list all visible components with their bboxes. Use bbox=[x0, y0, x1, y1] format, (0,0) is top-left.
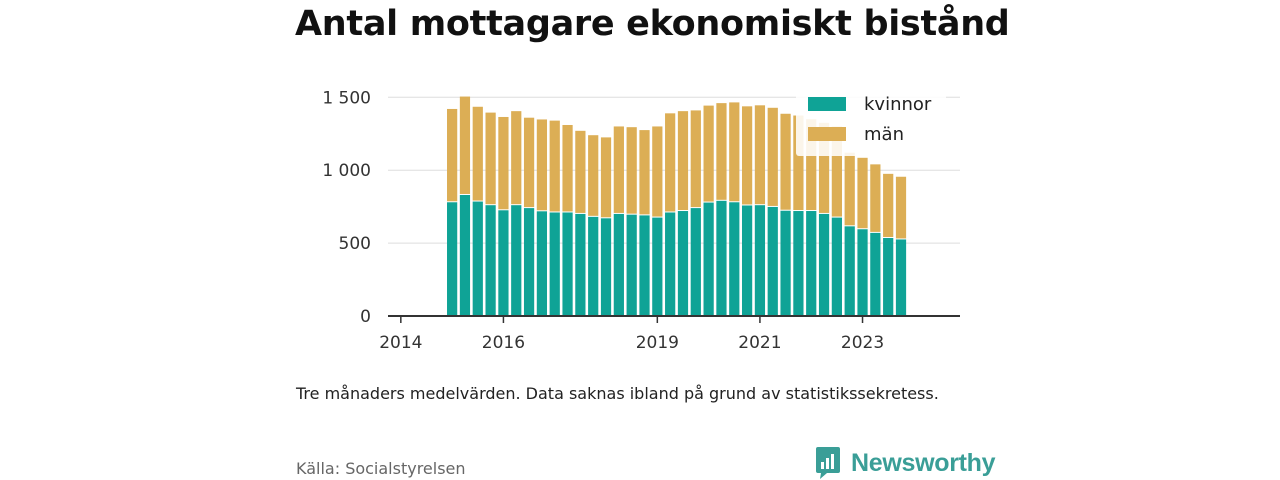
bar-kvinnor bbox=[883, 237, 894, 316]
newsworthy-logo-icon bbox=[816, 447, 840, 479]
bar-kvinnor bbox=[588, 216, 599, 316]
bar-man bbox=[883, 173, 894, 237]
bar-kvinnor bbox=[857, 229, 868, 316]
bar-man bbox=[754, 105, 766, 205]
bar-kvinnor bbox=[600, 218, 612, 316]
bar-man bbox=[523, 117, 535, 208]
bar-kvinnor bbox=[741, 205, 753, 316]
bar-man bbox=[895, 176, 907, 239]
bar-man bbox=[780, 113, 791, 210]
bar-man bbox=[562, 124, 573, 212]
bar-kvinnor bbox=[447, 202, 458, 316]
bar-man bbox=[639, 130, 650, 215]
bar-kvinnor bbox=[626, 214, 637, 316]
bar-man bbox=[459, 96, 471, 194]
bar-kvinnor bbox=[523, 208, 535, 316]
bar-man bbox=[844, 152, 855, 226]
bar-man bbox=[665, 113, 676, 212]
chart-title: Antal mottagare ekonomiskt bistånd bbox=[295, 4, 1010, 44]
bar-man bbox=[741, 106, 753, 205]
bar-man bbox=[575, 130, 586, 213]
bar-kvinnor bbox=[536, 211, 548, 316]
bar-man bbox=[511, 111, 522, 205]
bar-kvinnor bbox=[677, 211, 689, 316]
y-tick-label: 1 500 bbox=[322, 88, 371, 108]
bar-man bbox=[447, 108, 458, 202]
bar-man bbox=[703, 105, 714, 202]
bar-kvinnor bbox=[780, 210, 791, 316]
bar-kvinnor bbox=[870, 232, 881, 316]
y-tick-label: 0 bbox=[360, 307, 371, 327]
x-tick-label: 2014 bbox=[379, 333, 422, 353]
bar-kvinnor bbox=[754, 205, 766, 316]
bar-kvinnor bbox=[511, 205, 522, 316]
bar-man bbox=[690, 110, 701, 208]
bar-man bbox=[588, 135, 599, 216]
bar-man bbox=[870, 164, 881, 232]
x-tick-label: 2019 bbox=[636, 333, 679, 353]
y-axis-ticks: 0 500 1 000 1 500 bbox=[322, 88, 371, 327]
bar-man bbox=[793, 115, 804, 211]
bar-kvinnor bbox=[639, 215, 650, 316]
legend-swatch bbox=[808, 127, 846, 141]
x-tick-label: 2023 bbox=[841, 333, 884, 353]
bar-man bbox=[626, 127, 637, 214]
bar-man bbox=[729, 102, 740, 202]
bar-kvinnor bbox=[665, 212, 676, 316]
bar-kvinnor bbox=[652, 217, 663, 316]
bar-man bbox=[536, 119, 548, 211]
bar-kvinnor bbox=[690, 208, 701, 316]
stacked-bar-chart: 0 500 1 000 1 500 2014 2016 2019 2021 2023 kvin… bbox=[322, 86, 960, 353]
bar-man bbox=[485, 112, 496, 205]
bar-kvinnor bbox=[767, 206, 778, 316]
bar-man bbox=[613, 126, 624, 213]
bar-kvinnor bbox=[793, 211, 804, 316]
bar-kvinnor bbox=[895, 239, 907, 316]
bar-kvinnor bbox=[613, 213, 624, 316]
bar-man bbox=[600, 137, 612, 218]
brand-logo: Newsworthy bbox=[814, 446, 996, 480]
bar-kvinnor bbox=[831, 217, 842, 316]
bar-kvinnor bbox=[485, 205, 496, 316]
legend: kvinnor män bbox=[796, 86, 946, 156]
bar-man bbox=[857, 157, 868, 229]
bar-kvinnor bbox=[716, 200, 727, 316]
legend-swatch bbox=[808, 97, 846, 111]
x-tick-label: 2021 bbox=[738, 333, 781, 353]
bar-man bbox=[652, 126, 663, 217]
bar-kvinnor bbox=[818, 213, 830, 316]
bar-kvinnor bbox=[575, 213, 586, 316]
bar-man bbox=[549, 120, 560, 212]
bar-kvinnor bbox=[562, 212, 573, 316]
bar-kvinnor bbox=[472, 201, 483, 316]
legend-label: män bbox=[864, 124, 904, 145]
bar-man bbox=[677, 111, 689, 211]
bar-kvinnor bbox=[844, 226, 855, 316]
source-text: Källa: Socialstyrelsen bbox=[296, 459, 466, 478]
bar-man bbox=[767, 107, 778, 206]
x-tick-label: 2016 bbox=[482, 333, 525, 353]
bar-kvinnor bbox=[459, 194, 471, 316]
bars bbox=[447, 96, 907, 316]
bar-kvinnor bbox=[498, 210, 509, 316]
bar-man bbox=[498, 116, 509, 210]
bar-kvinnor bbox=[549, 212, 560, 316]
bar-kvinnor bbox=[806, 211, 817, 316]
bar-man bbox=[716, 103, 727, 200]
bar-man bbox=[806, 119, 817, 211]
y-tick-label: 500 bbox=[339, 234, 371, 254]
bar-kvinnor bbox=[729, 202, 740, 316]
y-tick-label: 1 000 bbox=[322, 161, 371, 181]
bar-kvinnor bbox=[703, 202, 714, 316]
chart-note: Tre månaders medelvärden. Data saknas ib… bbox=[296, 384, 939, 403]
legend-label: kvinnor bbox=[864, 94, 932, 115]
bar-man bbox=[831, 126, 842, 217]
bar-man bbox=[818, 122, 830, 213]
bar-man bbox=[472, 106, 483, 201]
x-axis: 2014 2016 2019 2021 2023 bbox=[379, 315, 960, 353]
brand-name: Newsworthy bbox=[851, 448, 996, 477]
